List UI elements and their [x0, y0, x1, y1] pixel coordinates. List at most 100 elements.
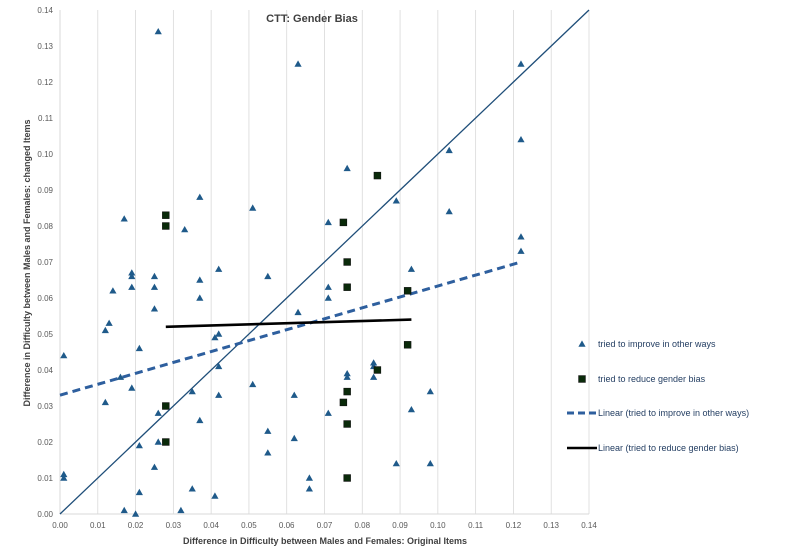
y-tick-label: 0.00	[37, 510, 53, 519]
data-point-triangle	[294, 308, 302, 316]
data-point-triangle	[392, 197, 400, 204]
x-tick-label: 0.09	[392, 521, 408, 530]
data-point-triangle	[177, 506, 185, 514]
data-point-triangle	[305, 485, 313, 492]
data-point-triangle	[370, 359, 378, 366]
data-point-triangle	[324, 283, 332, 290]
data-point-triangle	[196, 193, 204, 200]
data-point-triangle	[128, 283, 136, 290]
data-point-triangle	[128, 384, 136, 391]
data-point-triangle	[264, 427, 272, 434]
y-tick-label: 0.03	[37, 402, 53, 411]
points	[60, 28, 525, 517]
x-tick-label: 0.06	[279, 521, 295, 530]
y-tick-label: 0.01	[37, 474, 53, 483]
y-tick-label: 0.04	[37, 366, 53, 375]
data-point-triangle	[324, 218, 332, 226]
y-tick-label: 0.02	[37, 438, 53, 447]
labels: 0.00 0.01 0.02 0.03 0.04 0.05 0.06 0.07 0.08 0.09…	[37, 6, 597, 530]
data-point-triangle	[101, 326, 109, 334]
data-point-triangle	[154, 438, 162, 445]
data-point-square	[373, 171, 382, 180]
data-point-triangle	[517, 233, 525, 240]
x-tick-label: 0.08	[354, 521, 370, 530]
data-point-triangle	[188, 485, 196, 492]
data-point-square	[373, 366, 382, 374]
data-point-triangle	[343, 164, 351, 172]
data-point-triangle	[392, 460, 400, 467]
x-tick-label: 0.02	[128, 521, 144, 530]
data-point-triangle	[215, 330, 223, 337]
data-point-square	[403, 341, 412, 349]
data-point-square	[343, 474, 351, 482]
x-tick-label: 0.01	[90, 521, 106, 530]
data-point-triangle	[131, 510, 140, 517]
data-point-triangle	[324, 409, 332, 416]
data-point-triangle	[154, 409, 162, 416]
trendline-bias	[165, 318, 412, 329]
y-tick-label: 0.14	[37, 6, 53, 15]
data-point-triangle	[116, 373, 125, 380]
data-point-triangle	[60, 470, 68, 478]
reference-line	[59, 9, 590, 515]
data-point-triangle	[324, 294, 332, 301]
y-tick-label: 0.09	[37, 186, 53, 195]
data-point-square	[403, 287, 412, 295]
data-point-triangle	[196, 294, 204, 301]
x-tick-label: 0.04	[203, 521, 219, 530]
data-point-triangle	[343, 373, 351, 380]
data-point-triangle	[211, 334, 219, 341]
y-tick-label: 0.10	[37, 150, 53, 159]
data-point-triangle	[211, 492, 219, 499]
data-point-triangle	[120, 215, 128, 222]
data-point-square	[343, 420, 351, 428]
data-point-triangle	[445, 208, 453, 215]
data-point-triangle	[215, 265, 223, 272]
legend-label: tried to improve in other ways	[598, 339, 716, 349]
legend: tried to improve in other ways tried to r…	[567, 339, 749, 453]
data-point-triangle	[150, 463, 159, 470]
data-point-triangle	[578, 340, 586, 347]
data-point-triangle	[305, 474, 313, 481]
data-point-triangle	[150, 283, 159, 290]
data-point-square	[343, 258, 351, 266]
data-point-triangle	[370, 373, 378, 380]
data-point-square	[162, 222, 170, 230]
x-tick-label: 0.03	[166, 521, 182, 530]
data-point-triangle	[196, 276, 204, 283]
y-axis-title: Difference in Difficulty between Males a…	[22, 119, 32, 406]
data-point-triangle	[343, 370, 351, 377]
trendline-improve	[59, 260, 522, 397]
data-point-triangle	[249, 204, 257, 211]
data-point-triangle	[407, 406, 416, 413]
data-point-triangle	[290, 391, 298, 398]
x-tick-label: 0.10	[430, 521, 446, 530]
data-point-square	[578, 375, 586, 383]
data-point-square	[343, 387, 351, 396]
data-point-square	[343, 283, 351, 291]
data-point-triangle	[264, 449, 272, 456]
x-tick-label: 0.05	[241, 521, 257, 530]
data-point-triangle	[120, 506, 128, 514]
data-point-triangle	[128, 272, 136, 280]
data-point-square	[339, 398, 348, 407]
x-tick-label: 0.00	[52, 521, 68, 530]
y-tick-label: 0.06	[37, 294, 53, 303]
data-point-triangle	[294, 60, 302, 67]
y-tick-label: 0.12	[37, 78, 53, 87]
legend-label: Linear (tried to reduce gender bias)	[598, 443, 739, 453]
data-point-square	[162, 402, 170, 410]
data-point-triangle	[105, 319, 113, 326]
data-point-triangle	[135, 488, 143, 496]
data-point-square	[339, 218, 348, 227]
data-point-triangle	[154, 28, 162, 35]
data-point-triangle	[196, 416, 204, 424]
y-tick-label: 0.13	[37, 42, 53, 51]
y-tick-label: 0.08	[37, 222, 53, 231]
data-point-triangle	[445, 146, 453, 154]
data-point-triangle	[426, 460, 434, 467]
x-tick-label: 0.11	[468, 521, 484, 530]
data-point-triangle	[150, 272, 159, 280]
data-point-square	[162, 438, 170, 446]
